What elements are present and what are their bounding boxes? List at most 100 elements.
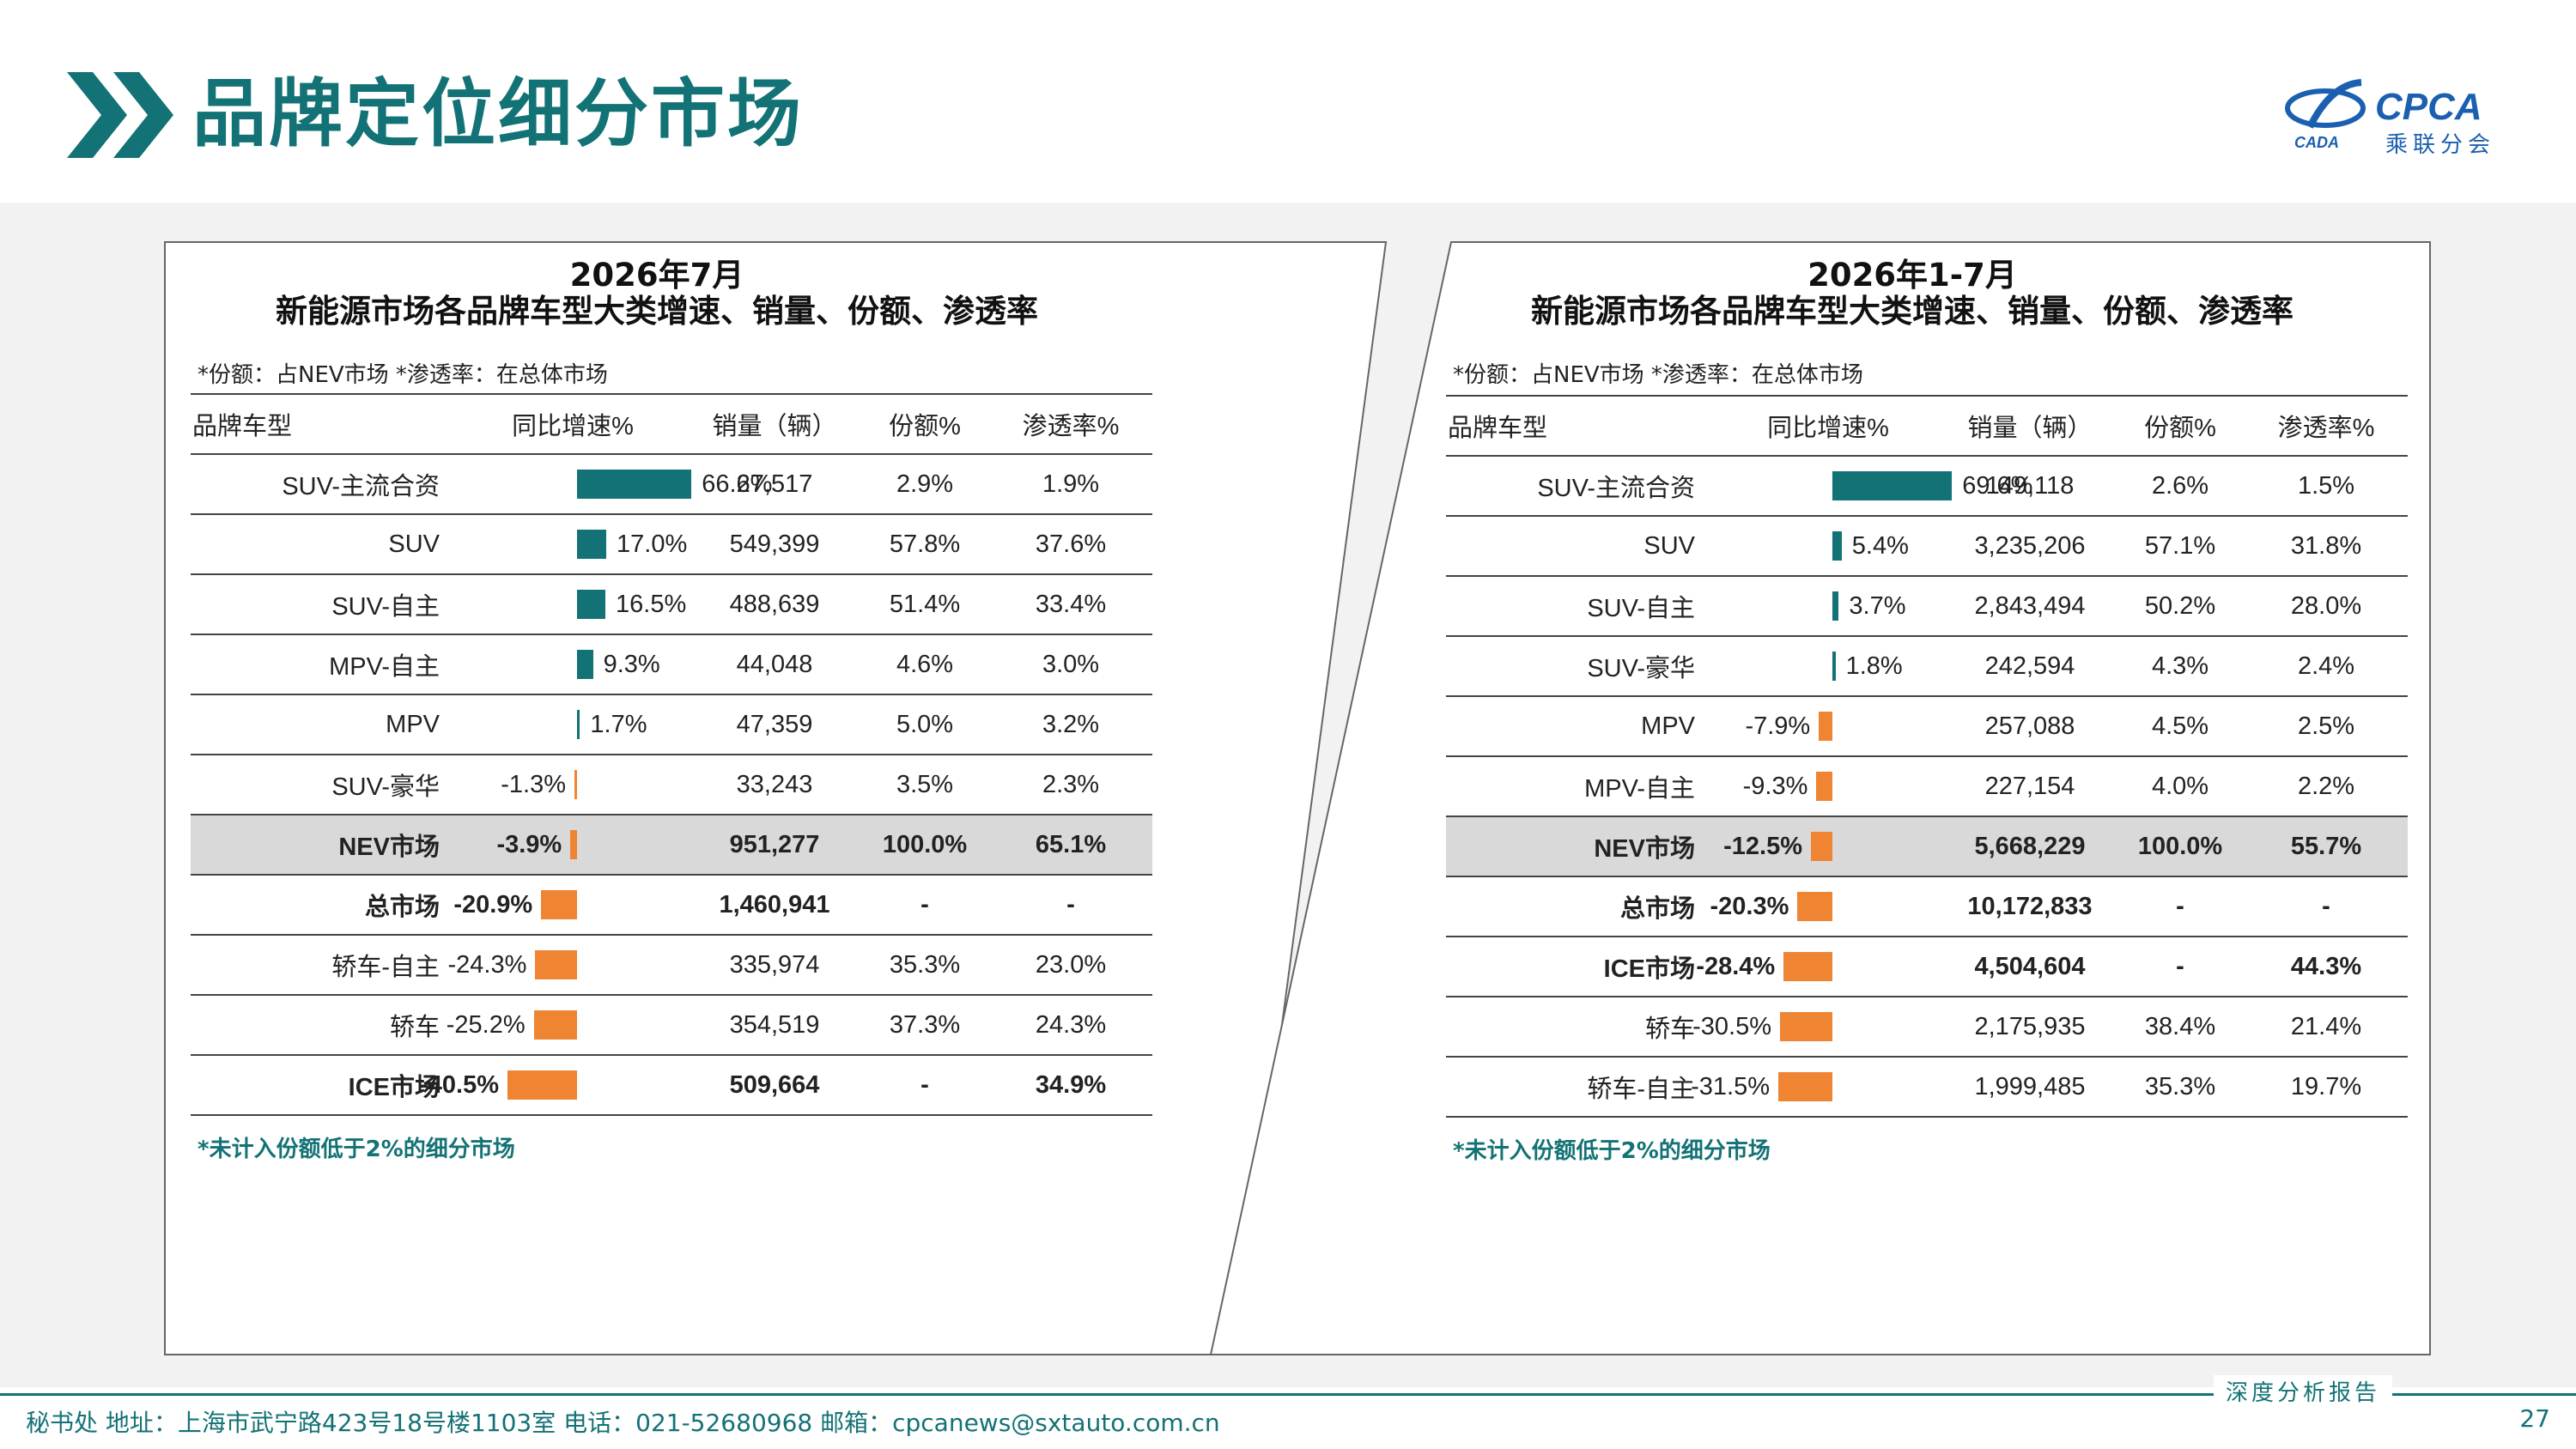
growth-bar — [574, 770, 577, 799]
table-row: SUV-豪华 -1.3% 33,243 3.5% 2.3% — [191, 755, 1152, 815]
cell-brand: SUV — [1446, 516, 1712, 577]
growth-bar — [1797, 892, 1832, 921]
cell-brand: 轿车-自主 — [1446, 1057, 1712, 1118]
table-row: NEV市场 -12.5% 5,668,229 100.0% 55.7% — [1446, 816, 2408, 877]
growth-value: 9.3% — [603, 651, 660, 678]
cell-brand: 总市场 — [1446, 876, 1712, 937]
cell-growth: 5.4% — [1712, 516, 1944, 577]
cell-share: 35.3% — [860, 935, 989, 996]
cell-growth: 69.6% — [1712, 456, 2032, 517]
cell-growth: -12.5% — [1712, 816, 1944, 877]
growth-value: 66.6% — [702, 470, 773, 498]
table-row: SUV-主流合资 66.6% 27,517 2.9% 1.9% — [191, 454, 1152, 515]
table-row: SUV 5.4% 3,235,206 57.1% 31.8% — [1446, 516, 2408, 577]
cell-sales: 1,460,941 — [689, 875, 860, 936]
cell-growth: 9.3% — [457, 634, 689, 695]
cell-growth: -28.4% — [1696, 937, 1944, 997]
table-row: SUV-豪华 1.8% 242,594 4.3% 2.4% — [1446, 636, 2408, 697]
growth-bar — [1832, 531, 1842, 561]
growth-value: 16.5% — [616, 591, 687, 618]
cell-sales: 10,172,833 — [1944, 876, 2116, 937]
cell-brand: SUV-自主 — [191, 574, 457, 635]
left-panel-note: *份额：占NEV市场 *渗透率：在总体市场 — [197, 362, 608, 388]
table-row: 轿车-自主 -31.5% 1,999,485 35.3% 19.7% — [1446, 1057, 2408, 1118]
table-row: 总市场 -20.3% 10,172,833- - — [1446, 876, 2408, 937]
right-panel: 2026年1-7月 新能源市场各品牌车型大类增速、销量、份额、渗透率 *份额：占… — [1427, 249, 2423, 1193]
header-sales: 销量（辆） — [689, 393, 860, 455]
table-row: SUV-自主 3.7% 2,843,494 50.2% 28.0% — [1446, 576, 2408, 637]
table-row: 总市场 -20.9% 1,460,941- - — [191, 875, 1152, 936]
cell-growth: 16.5% — [457, 574, 689, 635]
header-share: 份额% — [2116, 395, 2245, 457]
cell-brand: NEV市场 — [1446, 816, 1712, 877]
left-data-table: 品牌车型 同比增速% 销量（辆） 份额% 渗透率% SUV-主流合资 66.6% 2… — [191, 393, 1152, 1116]
growth-value: -12.5% — [1723, 833, 1802, 860]
cell-share: - — [2116, 876, 2245, 937]
growth-value: -25.2% — [446, 1011, 526, 1039]
cell-brand: SUV-豪华 — [191, 755, 457, 815]
cell-brand: MPV-自主 — [191, 634, 457, 695]
table-row: 轿车 -30.5% 2,175,935 38.4% 21.4% — [1446, 997, 2408, 1058]
cell-brand: SUV-豪华 — [1446, 636, 1712, 697]
header-growth: 同比增速% — [457, 393, 689, 455]
cell-share: - — [860, 875, 989, 936]
cell-share: 5.0% — [860, 694, 989, 755]
table-row: SUV-主流合资 69.6% 149,118 2.6% 1.5% — [1446, 456, 2408, 517]
table-row: MPV 1.7% 47,359 5.0% 3.2% — [191, 694, 1152, 755]
page-number: 27 — [2519, 1404, 2550, 1433]
cell-penetration: 37.6% — [989, 514, 1152, 575]
cell-growth: 17.0% — [457, 514, 689, 575]
growth-bar — [577, 530, 606, 559]
cell-growth: 1.7% — [457, 694, 689, 755]
cell-share: 4.3% — [2116, 636, 2245, 697]
growth-value: -7.9% — [1745, 712, 1811, 740]
table-row: ICE市场 -28.4% 4,504,604-44.3% — [1446, 937, 2408, 997]
growth-bar — [1811, 832, 1832, 861]
cell-brand: ICE市场 — [191, 1055, 457, 1116]
growth-bar — [1832, 591, 1839, 621]
cell-penetration: 33.4% — [989, 574, 1152, 635]
growth-bar — [577, 590, 605, 619]
growth-value: -30.5% — [1692, 1013, 1771, 1040]
cell-sales: 488,639 — [689, 574, 860, 635]
growth-bar — [1819, 712, 1832, 741]
cell-penetration: 3.0% — [989, 634, 1152, 695]
growth-value: 3.7% — [1849, 592, 1906, 620]
cell-growth: -25.2% — [447, 995, 689, 1056]
cell-share: 57.1% — [2116, 516, 2245, 577]
cell-sales: 149,118 — [1944, 456, 2116, 517]
left-panel: 2026年7月 新能源市场各品牌车型大类增速、销量、份额、渗透率 *份额：占NE… — [172, 249, 1168, 1193]
growth-bar — [507, 1070, 577, 1100]
cell-growth: -9.3% — [1712, 756, 1944, 817]
growth-bar — [533, 1010, 577, 1040]
table-row: NEV市场 -3.9% 951,277 100.0% 65.1% — [191, 815, 1152, 876]
cpca-logo-icon — [2285, 79, 2366, 129]
cell-growth: -40.5% — [420, 1055, 689, 1116]
cell-penetration: 24.3% — [989, 995, 1152, 1056]
table-row: SUV-自主 16.5% 488,639 51.4% 33.4% — [191, 574, 1152, 635]
growth-value: -3.9% — [496, 831, 562, 858]
cell-brand: 轿车 — [1446, 997, 1712, 1058]
growth-value: 5.4% — [1851, 532, 1909, 560]
cell-penetration: 2.5% — [2245, 696, 2408, 757]
cell-share: 57.8% — [860, 514, 989, 575]
growth-value: -20.3% — [1710, 893, 1789, 920]
cell-brand: SUV-自主 — [1446, 576, 1712, 637]
right-panel-footnote: *未计入份额低于2%的细分市场 — [1453, 1138, 1771, 1164]
growth-bar — [541, 890, 577, 919]
footer-report-label: 深度分析报告 — [2214, 1375, 2393, 1407]
logo-small-text: CADA — [2294, 134, 2339, 151]
cell-share: - — [2116, 937, 2245, 997]
header-brand: 品牌车型 — [1446, 395, 1712, 457]
table-header-row: 品牌车型 同比增速% 销量（辆） 份额% 渗透率% — [191, 393, 1152, 455]
cell-growth: -7.9% — [1712, 696, 1944, 757]
cell-penetration: 21.4% — [2245, 997, 2408, 1058]
cell-sales: 951,277 — [689, 815, 860, 876]
cell-share: 4.0% — [2116, 756, 2245, 817]
growth-value: -40.5% — [420, 1071, 499, 1099]
cell-penetration: 34.9% — [989, 1055, 1152, 1116]
cell-sales: 242,594 — [1944, 636, 2116, 697]
cell-share: 37.3% — [860, 995, 989, 1056]
cell-sales: 44,048 — [689, 634, 860, 695]
cell-brand: SUV — [191, 514, 457, 575]
